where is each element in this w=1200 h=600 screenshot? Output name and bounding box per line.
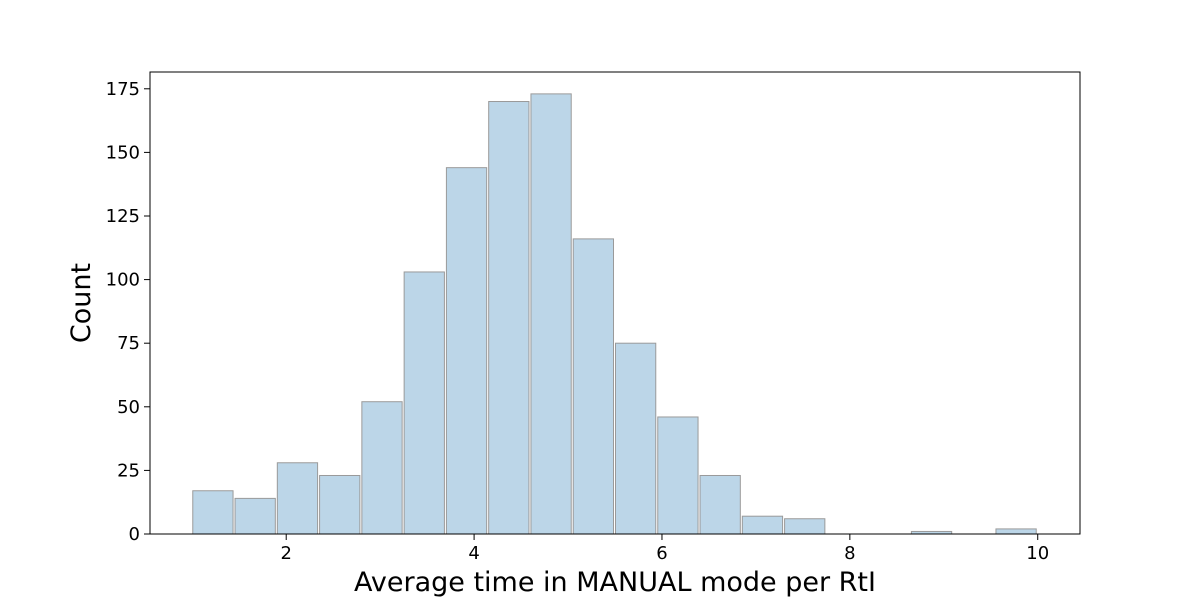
x-tick-label: 4 <box>468 543 479 564</box>
histogram-bar <box>361 401 403 535</box>
histogram-bar <box>615 342 657 535</box>
histogram-bar <box>488 101 530 535</box>
bars-group <box>192 93 1037 535</box>
histogram-bar <box>657 416 699 535</box>
y-tick-label: 125 <box>106 206 140 227</box>
y-tick-label: 75 <box>117 333 140 354</box>
histogram-bar <box>192 490 234 535</box>
y-tick-label: 0 <box>129 524 140 545</box>
histogram-bar <box>995 528 1037 535</box>
histogram-bar <box>234 497 276 535</box>
y-tick-label: 25 <box>117 460 140 481</box>
histogram-bar <box>276 462 319 535</box>
histogram-bar <box>572 238 615 535</box>
plot-frame <box>149 71 1081 535</box>
x-tick-label: 10 <box>1026 543 1049 564</box>
x-axis-label: Average time in MANUAL mode per RtI <box>354 567 876 598</box>
x-axis-ticks: 2 4 6 8 10 <box>280 534 1049 564</box>
histogram-bar <box>784 518 826 535</box>
y-axis-ticks: 0 25 50 75 100 125 150 175 <box>106 79 150 545</box>
histogram-bar <box>530 93 572 535</box>
histogram-bar <box>699 474 741 535</box>
y-axis-label: Count <box>66 263 97 343</box>
x-tick-label: 8 <box>844 543 855 564</box>
y-tick-label: 50 <box>117 397 140 418</box>
x-tick-label: 6 <box>656 543 667 564</box>
histogram-bar <box>403 271 445 535</box>
y-tick-label: 175 <box>106 79 140 100</box>
x-tick-label: 2 <box>280 543 291 564</box>
histogram-bar <box>741 515 784 535</box>
y-tick-label: 150 <box>106 142 140 163</box>
y-tick-label: 100 <box>106 270 140 291</box>
histogram-bar <box>319 474 361 535</box>
histogram-bar <box>445 167 488 535</box>
